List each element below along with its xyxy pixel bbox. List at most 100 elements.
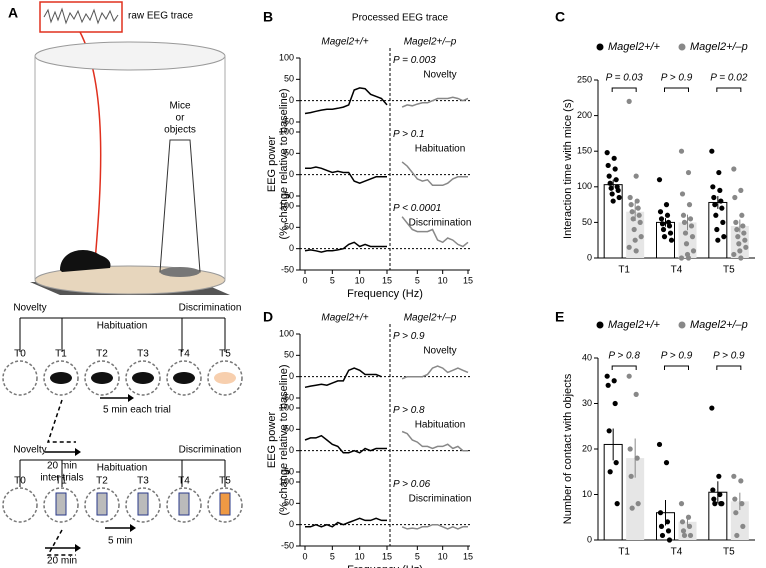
- legend-label: Magel2+/+: [608, 319, 661, 331]
- data-point: [740, 523, 746, 529]
- trial-note: 5 min each trial: [103, 405, 171, 416]
- data-point: [657, 209, 664, 215]
- data-point: [681, 219, 688, 225]
- trial-label: T4: [178, 476, 190, 487]
- y-axis-title: Number of contact with objects: [562, 373, 574, 524]
- p-value: P = 0.02: [710, 73, 748, 84]
- data-point: [656, 441, 663, 448]
- x-tick-label: 10: [355, 275, 365, 285]
- p-bracket: [716, 87, 742, 92]
- panel-letter: D: [263, 309, 273, 325]
- data-point: [738, 255, 744, 261]
- trial-content: [173, 372, 195, 384]
- legend-marker: [596, 43, 604, 51]
- y-tick-label: 150: [577, 146, 592, 156]
- line: [401, 96, 469, 108]
- timeline-1: Novelty Habituation Discrimination T0 T1 T…: [2, 303, 243, 484]
- y-tick-label: 50: [284, 148, 294, 158]
- trial-content: [219, 492, 231, 516]
- row-label: Discrimination: [409, 494, 472, 505]
- data-point: [606, 428, 612, 434]
- x-axis-title: Frequency (Hz): [347, 564, 423, 568]
- data-point: [732, 194, 738, 201]
- data-point: [740, 223, 746, 229]
- data-point: [679, 519, 686, 525]
- row-label: Discrimination: [409, 218, 472, 229]
- data-point: [735, 234, 741, 240]
- p-bracket: [611, 87, 637, 92]
- data-point: [630, 216, 636, 222]
- data-point: [614, 501, 620, 507]
- x-tick-label: 15: [382, 551, 392, 561]
- data-point: [690, 248, 697, 254]
- trial-label: T3: [137, 349, 149, 360]
- data-point: [628, 202, 634, 208]
- y-tick-label: 0: [587, 252, 592, 262]
- y-tick-label: 0: [289, 519, 294, 529]
- data-point: [661, 234, 668, 240]
- phase-label: Habituation: [97, 463, 148, 474]
- line: [401, 430, 468, 452]
- data-point: [710, 487, 716, 493]
- y-tick-label: -50: [281, 392, 294, 402]
- trial-label: T1: [55, 476, 67, 487]
- data-point: [715, 237, 721, 243]
- data-point: [656, 177, 663, 183]
- x-tick-label: 5: [415, 551, 420, 561]
- phase-label: Habituation: [97, 321, 148, 332]
- trial-label: T5: [219, 476, 231, 487]
- trial-label: T4: [178, 349, 190, 360]
- legend-marker: [678, 43, 686, 51]
- trial-label: T5: [219, 349, 231, 360]
- y-tick-label: 50: [582, 217, 592, 227]
- data-point: [714, 226, 720, 233]
- data-point: [716, 473, 722, 479]
- x-tick-label: T4: [671, 265, 683, 276]
- data-point: [731, 473, 737, 479]
- x-tick-label: 0: [302, 275, 307, 285]
- data-point: [612, 400, 618, 407]
- data-point: [678, 255, 685, 261]
- data-point: [711, 194, 717, 201]
- y-tick-label: 100: [279, 126, 294, 136]
- data-point: [720, 219, 726, 225]
- panel-letter: A: [8, 5, 18, 21]
- y-tick-label: 50: [284, 74, 294, 84]
- legend-label: Magel2+/–p: [690, 319, 748, 331]
- y-tick-label: 250: [577, 74, 592, 84]
- y-tick-label: 100: [279, 328, 294, 338]
- p-value: P < 0.0001: [393, 203, 441, 214]
- data-point: [612, 166, 618, 172]
- data-point: [743, 244, 749, 250]
- data-point: [686, 202, 693, 208]
- y-tick-label: 20: [582, 443, 592, 453]
- x-tick-label: T1: [618, 547, 630, 558]
- data-point: [634, 198, 640, 204]
- data-point: [633, 248, 639, 254]
- y-axis-title: EEG power: [266, 136, 278, 193]
- p-value: P > 0.9: [393, 331, 425, 342]
- data-point: [604, 373, 610, 379]
- data-point: [634, 455, 640, 461]
- data-point: [659, 532, 666, 539]
- y-tick-label: -50: [281, 466, 294, 476]
- data-point: [633, 391, 639, 397]
- x-tick-label: T5: [723, 547, 735, 558]
- data-point: [731, 251, 737, 258]
- data-point: [732, 496, 738, 502]
- p-bracket: [664, 87, 689, 92]
- data-point: [719, 205, 725, 211]
- data-point: [629, 209, 635, 215]
- trial-content: [137, 492, 149, 516]
- data-point: [742, 237, 748, 243]
- y-tick-label: 40: [582, 352, 592, 362]
- x-tick-label: T5: [723, 265, 735, 276]
- y-tick-label: 0: [289, 445, 294, 455]
- data-point: [689, 234, 696, 240]
- y-tick-label: 0: [289, 243, 294, 253]
- interval-label: 20 min: [47, 556, 77, 567]
- x-tick-label: 10: [438, 551, 448, 561]
- y-tick-label: 100: [279, 52, 294, 62]
- line: [305, 166, 387, 185]
